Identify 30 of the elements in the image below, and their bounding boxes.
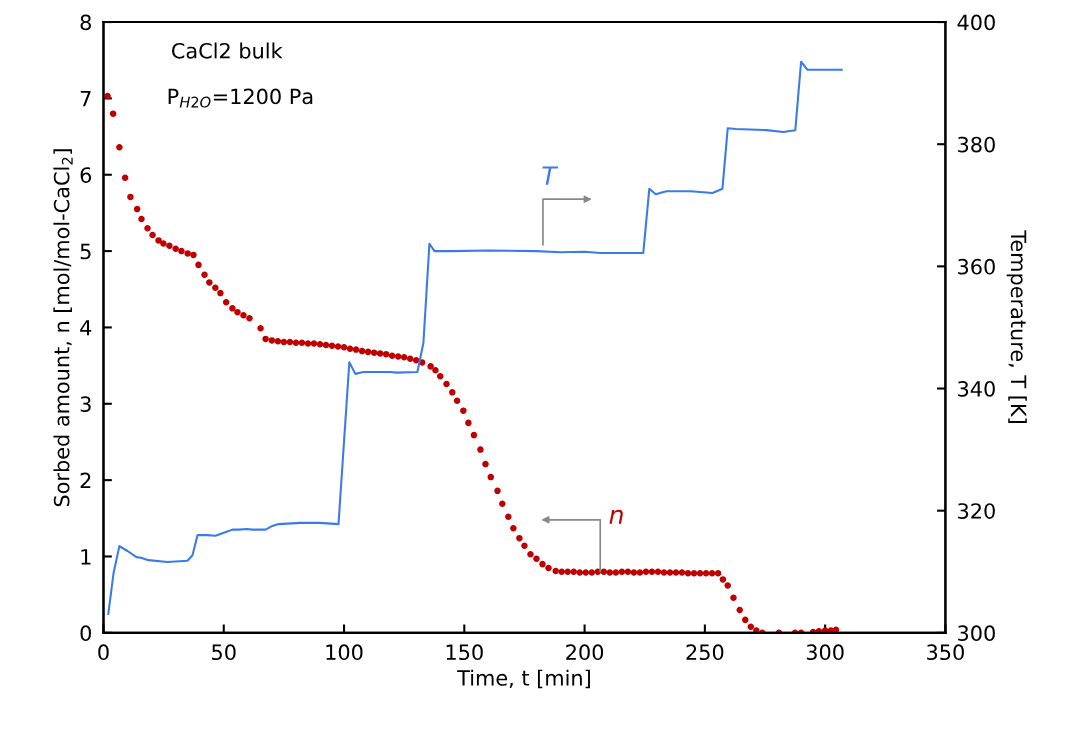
y-tick-label: 8 [80,14,91,31]
y-tick-label: 3 [80,396,91,412]
x-tick-label: 100 [326,644,363,661]
y2-tick-label: 300 [958,625,995,642]
annotation: P$_{H2O}$=1200 Pa [168,88,313,108]
x-axis-title: Time, t [min] [457,669,590,689]
y-tick-label: 0 [80,625,91,642]
x-tick-label: 0 [98,644,109,661]
x-tick-label: 150 [446,644,483,661]
y2-axis-title: Temperature, T [K] [1006,230,1027,423]
x-tick-label: 250 [686,644,724,661]
annotation: T [542,166,559,185]
y-tick-label: 2 [80,472,91,489]
x-tick-label: 350 [927,644,964,661]
y2-tick-label: 340 [958,380,995,397]
y-tick-label: 6 [80,167,92,183]
x-tick-label: 200 [566,644,604,661]
x-tick-label: 300 [806,644,844,661]
y-tick-label: 4 [80,320,92,336]
y-tick-label: 7 [80,91,91,107]
annotation: n [609,509,623,524]
y2-tick-label: 360 [958,258,995,275]
y2-tick-label: 400 [957,14,995,31]
y-tick-label: 5 [80,243,91,260]
x-tick-label: 50 [212,644,236,661]
y2-tick-label: 320 [958,503,995,519]
y-tick-label: 1 [81,549,91,565]
y2-tick-label: 380 [958,136,995,153]
y-axis-title: Sorbed amount, n [mol/mol-CaCl$_{2}$] [53,149,73,507]
annotation: CaCl2 bulk [172,42,283,59]
